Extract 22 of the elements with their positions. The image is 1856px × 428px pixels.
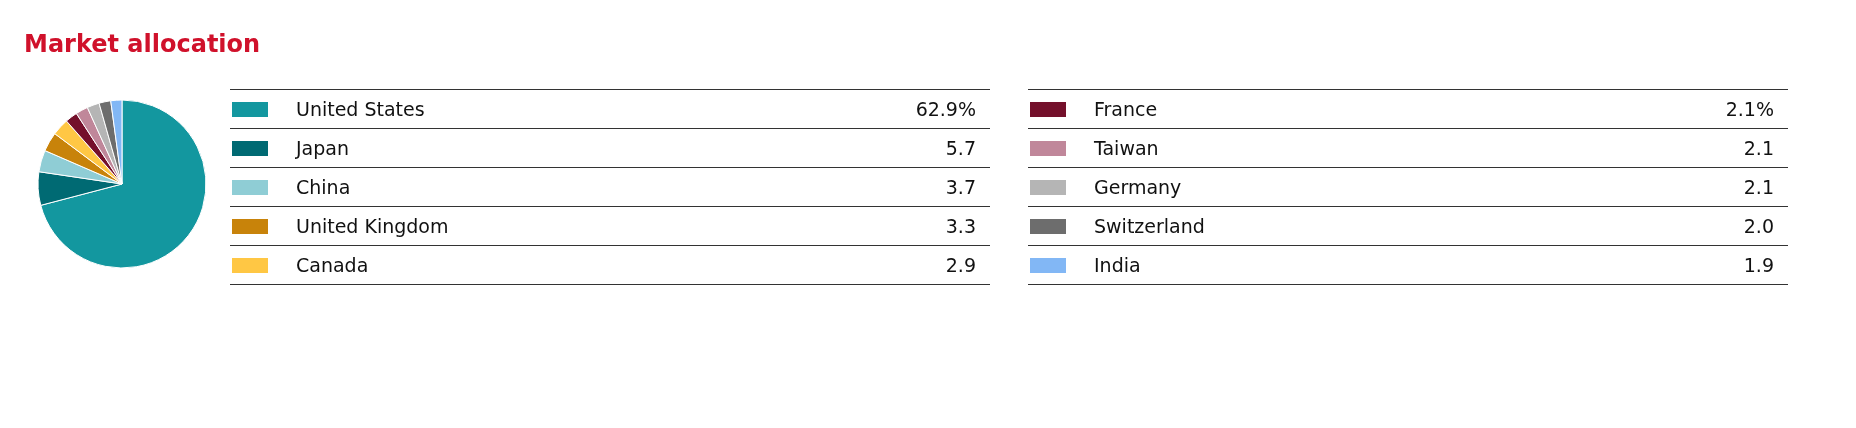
- pie-slice: [40, 99, 207, 269]
- data-label: 3.3: [944, 215, 976, 237]
- legend-label: Germany: [1094, 176, 1183, 198]
- legend-label: Japan: [296, 137, 350, 159]
- data-label: 62.9%: [914, 98, 976, 120]
- legend-label: China: [296, 176, 352, 198]
- data-label: 3.7: [944, 176, 976, 198]
- data-label: 2.0: [1742, 215, 1774, 237]
- data-label: 2.1: [1742, 137, 1774, 159]
- legend-label: United Kingdom: [296, 215, 450, 237]
- data-label: 2.9: [944, 254, 976, 276]
- legend-label: United States: [296, 98, 426, 120]
- legend-label: France: [1094, 98, 1159, 120]
- legend-label: Canada: [296, 254, 370, 276]
- data-label: 2.1: [1742, 176, 1774, 198]
- legend-label: Switzerland: [1094, 215, 1206, 237]
- data-label: 2.1%: [1724, 98, 1774, 120]
- data-label: 5.7: [944, 137, 976, 159]
- legend-label: India: [1094, 254, 1142, 276]
- data-label: 1.9: [1742, 254, 1774, 276]
- chart-title: Market allocation: [24, 30, 261, 58]
- legend-label: Taiwan: [1094, 137, 1160, 159]
